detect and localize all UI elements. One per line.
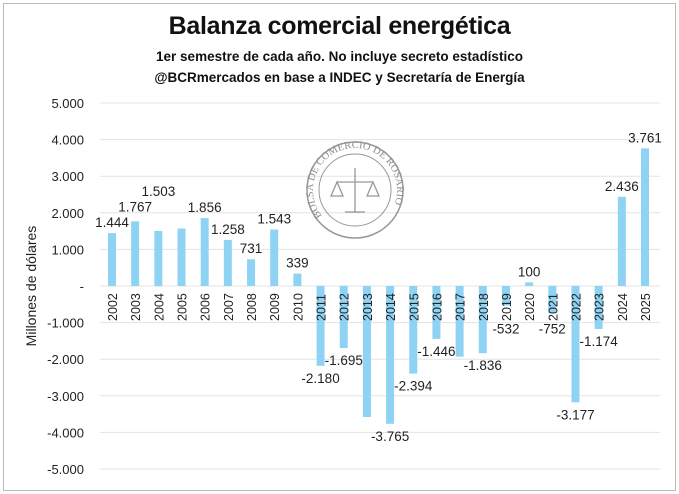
bar-2003 [131, 221, 140, 286]
bar-2021 [548, 286, 557, 314]
x-tick-label: 2007 [222, 293, 236, 321]
bar-2016 [432, 286, 441, 339]
data-label: 1.543 [257, 212, 291, 227]
x-tick-label: 2003 [129, 293, 143, 321]
data-label: 1.856 [188, 200, 222, 215]
x-tick-label: 2012 [338, 293, 352, 321]
seal-watermark: BOLSA DE COMERCIO DE ROSARIO [305, 140, 405, 239]
bar-2013 [362, 286, 371, 418]
y-tick-label: -2.000 [47, 352, 84, 367]
bar-2005 [177, 228, 186, 286]
x-tick-label: 2018 [477, 293, 491, 321]
bar-2017 [455, 286, 464, 357]
x-tick-label: 2017 [454, 293, 468, 321]
data-label: -1.836 [464, 358, 502, 373]
data-label: 2.436 [605, 179, 639, 194]
data-label: -752 [539, 322, 566, 337]
x-tick-label: 2021 [546, 293, 560, 321]
bar-2009 [270, 229, 279, 286]
bar-2006 [200, 218, 209, 286]
bar-2010 [293, 273, 302, 286]
y-tick-label: -3.000 [47, 389, 84, 404]
x-tick-label: 2015 [407, 293, 421, 321]
data-label: 100 [518, 264, 541, 279]
bar-2014 [386, 286, 395, 424]
bar-2015 [409, 286, 418, 374]
data-label: -3.177 [556, 407, 594, 422]
x-tick-label: 2014 [384, 293, 398, 321]
data-label: 339 [286, 256, 309, 271]
x-tick-label: 2019 [500, 293, 514, 321]
data-label: 1.258 [211, 222, 245, 237]
x-tick-label: 2008 [245, 293, 259, 321]
chart-title: Balanza comercial energética [168, 12, 511, 40]
data-label: 1.444 [95, 215, 129, 230]
x-tick-label: 2024 [616, 293, 630, 321]
bar-2011 [316, 286, 325, 366]
x-tick-label: 2020 [523, 293, 537, 321]
data-label: -532 [492, 321, 519, 336]
bar-2020 [525, 282, 534, 286]
y-tick-label: -5.000 [47, 462, 84, 477]
data-label: -3.765 [371, 429, 409, 444]
bar-2023 [594, 286, 603, 329]
x-tick-label: 2004 [152, 293, 166, 321]
figure-border [3, 3, 676, 491]
x-tick-label: 2025 [639, 293, 653, 321]
y-tick-label: 3.000 [51, 169, 84, 184]
scales-icon [330, 168, 380, 213]
y-tick-label: 2.000 [51, 206, 84, 221]
data-label: -1.695 [325, 353, 363, 368]
x-tick-label: 2002 [106, 293, 120, 321]
bar-2024 [617, 196, 626, 286]
bar-2012 [339, 286, 348, 349]
chart-subtitle: 1er semestre de cada año. No incluye sec… [156, 49, 523, 64]
data-label: 1.503 [141, 184, 175, 199]
y-tick-label: 4.000 [51, 133, 84, 148]
x-tick-label: 2009 [268, 293, 282, 321]
data-label: -2.394 [394, 379, 433, 394]
x-tick-label: 2005 [176, 293, 190, 321]
x-tick-label: 2023 [593, 293, 607, 321]
chart-source: @BCRmercados en base a INDEC y Secretarí… [154, 70, 525, 85]
bar-2019 [501, 286, 510, 306]
data-label: -1.174 [580, 334, 619, 349]
y-tick-label: 5.000 [51, 96, 84, 111]
y-tick-label: 1.000 [51, 242, 84, 257]
x-tick-label: 2006 [199, 293, 213, 321]
y-tick-label: -4.000 [47, 425, 84, 440]
seal-ring [306, 141, 404, 239]
x-tick-label: 2013 [361, 293, 375, 321]
bar-2025 [641, 148, 649, 286]
bar-2018 [478, 286, 487, 354]
y-axis-label: Millones de dólares [23, 226, 39, 347]
x-tick-label: 2016 [430, 293, 444, 321]
x-tick-label: 2022 [569, 293, 583, 321]
data-label: -1.446 [417, 344, 455, 359]
bar-2002 [108, 233, 116, 286]
seal-ring [318, 153, 392, 227]
x-tick-label: 2011 [315, 294, 329, 321]
data-label: -2.180 [301, 371, 339, 386]
bar-2022 [571, 286, 580, 403]
data-label: 1.767 [118, 199, 152, 214]
data-label: 731 [240, 241, 263, 256]
data-label: 3.761 [628, 130, 662, 145]
bar-2008 [247, 259, 256, 286]
y-tick-label: - [80, 279, 84, 294]
bar-2007 [223, 239, 232, 286]
x-tick-label: 2010 [291, 293, 305, 321]
bar-2004 [154, 230, 163, 286]
y-tick-label: -1.000 [47, 316, 84, 331]
